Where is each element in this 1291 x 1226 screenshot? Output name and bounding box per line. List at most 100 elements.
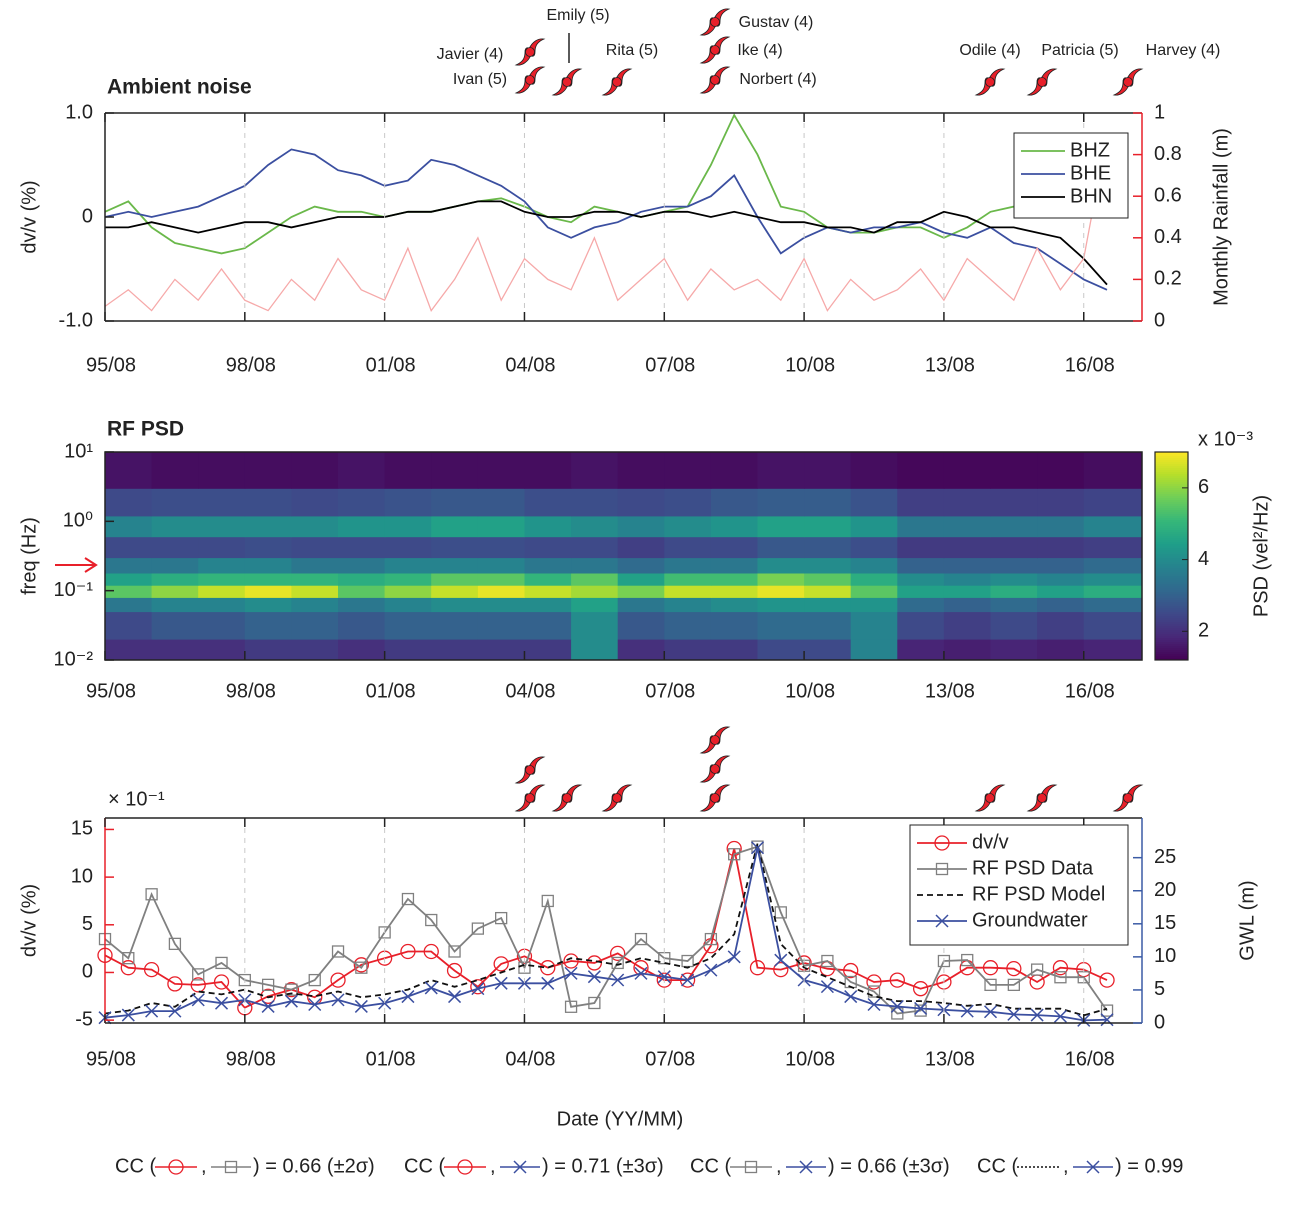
hurricane-icon (1027, 784, 1057, 812)
heatmap-cell (291, 611, 339, 640)
heatmap-cell (384, 452, 432, 489)
colorbar-swatch (1155, 608, 1188, 611)
heatmap-cell (431, 452, 479, 489)
colorbar-swatch (1155, 606, 1188, 609)
heatmap-cell (571, 573, 619, 586)
marker (448, 945, 461, 958)
heatmap-cell (198, 557, 246, 574)
marker (773, 961, 789, 978)
y2-tick-label: 5 (1154, 978, 1165, 1000)
marker (354, 999, 368, 1014)
heatmap-cell (990, 515, 1038, 538)
marker (261, 999, 275, 1014)
colorbar-swatch (1155, 518, 1188, 521)
marker (145, 888, 158, 901)
colorbar-swatch (1155, 644, 1188, 647)
heatmap-cell (524, 639, 572, 661)
marker (168, 1159, 184, 1175)
heatmap-cell (198, 488, 246, 517)
heatmap-cell (804, 452, 852, 489)
x-tick-label: 04/08 (505, 680, 555, 702)
heatmap-cell (710, 557, 758, 574)
marker (821, 954, 834, 968)
heatmap-cell (990, 585, 1038, 598)
colorbar-swatch (1155, 568, 1188, 571)
marker (681, 973, 695, 987)
marker (984, 978, 997, 992)
heatmap-cell (804, 597, 852, 613)
colorbar-swatch (1155, 576, 1188, 579)
marker (935, 862, 949, 876)
heatmap-cell (384, 597, 432, 613)
colorbar-swatch (1155, 578, 1188, 581)
marker (283, 981, 300, 998)
hurricane-icon (515, 38, 545, 66)
heatmap-cell (710, 611, 758, 640)
marker (541, 894, 554, 908)
colorbar-swatch (1155, 544, 1188, 547)
heatmap-cell (757, 611, 805, 640)
heatmap-cell (804, 557, 852, 574)
marker (1030, 1008, 1044, 1022)
colorbar-swatch (1155, 534, 1188, 537)
legend-box (1013, 132, 1129, 219)
x-tick-label: 98/08 (226, 1048, 276, 1070)
legend-label: BHN (1070, 185, 1112, 207)
marker (914, 1004, 927, 1017)
heatmap-cell (804, 488, 852, 517)
heatmap-cell (151, 557, 199, 574)
colorbar-swatch (1155, 600, 1188, 603)
heatmap-cell (571, 488, 619, 517)
marker (563, 953, 579, 969)
heatmap-cell (571, 639, 619, 661)
series-line (104, 847, 1108, 1022)
colorbar-swatch (1155, 560, 1188, 563)
heatmap-cell (384, 639, 432, 661)
heatmap-cell (617, 536, 665, 559)
marker (423, 943, 439, 960)
colorbar-swatch (1155, 540, 1188, 543)
hurricane-icon (700, 8, 730, 36)
heatmap-cell (757, 515, 805, 538)
colorbar-swatch (1155, 490, 1188, 493)
marker (935, 914, 949, 928)
colorbar-swatch (1155, 514, 1188, 517)
heatmap-cell (990, 611, 1038, 640)
heatmap-cell (897, 452, 945, 489)
heatmap-cell (338, 573, 386, 586)
heatmap-cell (897, 639, 945, 661)
footer-prefix: CC ( (977, 1155, 1018, 1177)
x-axis-label: Date (YY/MM) (557, 1108, 684, 1130)
colorbar-swatch (1155, 466, 1188, 469)
heatmap-cell (338, 597, 386, 613)
colorbar-swatch (1155, 642, 1188, 645)
heatmap-cell (244, 536, 292, 559)
y-axis-label: freq (Hz) (18, 517, 40, 595)
heatmap-cell (151, 488, 199, 517)
heatmap-cell (244, 639, 292, 661)
marker (261, 978, 275, 992)
series-line (104, 133, 1108, 312)
heatmap-cell (617, 611, 665, 640)
heatmap-cell (617, 515, 665, 538)
heatmap-cell (338, 536, 386, 559)
heatmap-cell (338, 515, 386, 538)
series-line (104, 148, 1108, 291)
marker (681, 954, 694, 968)
marker (937, 954, 951, 968)
colorbar-swatch (1155, 556, 1188, 559)
marker (867, 985, 881, 998)
colorbar-swatch (1155, 488, 1188, 491)
marker (457, 1159, 473, 1175)
colorbar-swatch (1155, 586, 1188, 589)
colorbar-swatch (1155, 614, 1188, 617)
heatmap-cell (1037, 452, 1085, 489)
heatmap-cell (850, 515, 898, 538)
marker (820, 980, 834, 994)
heatmap-cell (477, 585, 525, 598)
colorbar-swatch (1155, 472, 1188, 475)
marker (331, 945, 345, 958)
colorbar-swatch (1155, 542, 1188, 545)
colorbar-swatch (1155, 520, 1188, 523)
marker (143, 961, 160, 978)
